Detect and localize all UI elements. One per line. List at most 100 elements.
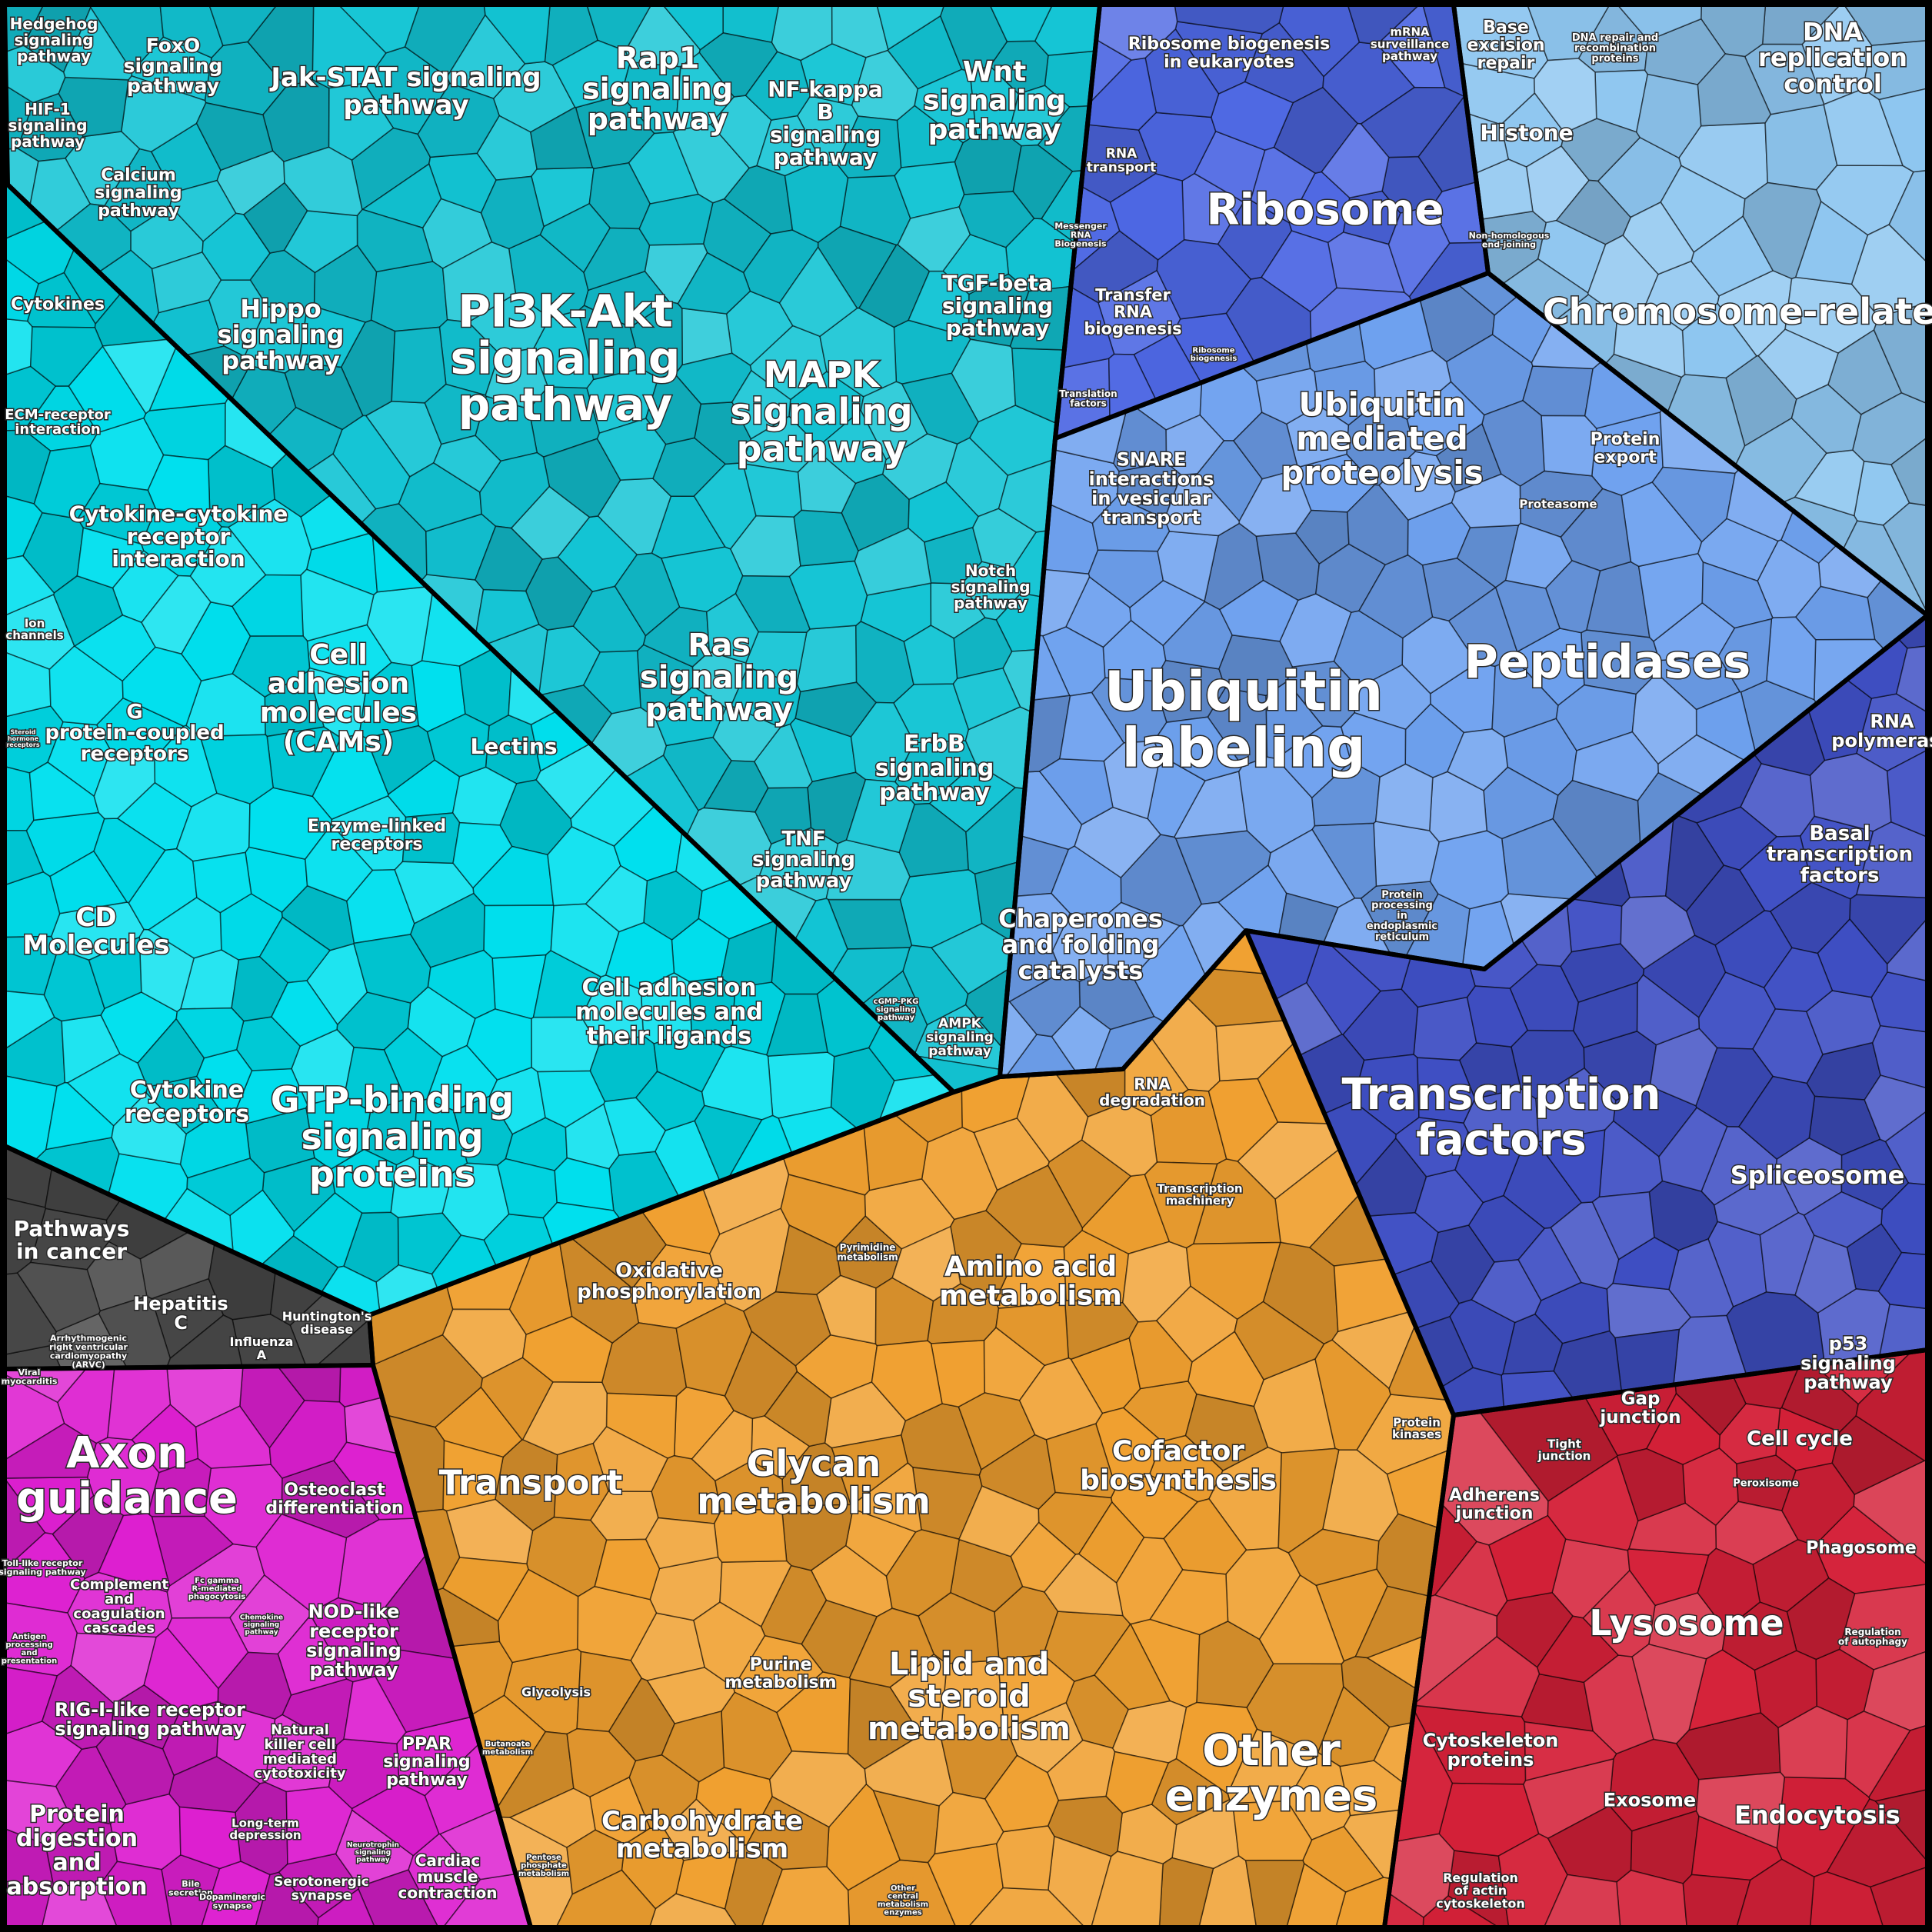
label-neurotrophin-signaling-pathway: Neurotrophin signaling pathway (347, 1842, 399, 1864)
cell-cell-surface-and-extracellular-minor-169 (766, 993, 828, 1057)
cell-cell-surface-and-extracellular-minor-164 (412, 1098, 468, 1174)
label-ion-channels: Ion channels (5, 616, 63, 642)
label-cytokine-receptors: Cytokine receptors (125, 1077, 249, 1128)
label-basal-transcription-factors: Basal transcription factors (1767, 822, 1913, 888)
cell-protein-processing-minor-106 (1374, 350, 1452, 420)
label-chromosome-related: Chromosome-related (1543, 291, 1932, 332)
cell-cell-surface-and-extracellular-minor-21 (483, 904, 555, 959)
cell-cellular-processes-minor-32 (1488, 1514, 1567, 1601)
cell-protein-processing-minor-122 (1219, 579, 1299, 642)
cell-metabolism-minor-194 (1128, 1320, 1193, 1390)
label-complement-and-coagulation-cascades: Complement and coagulation cascades (70, 1577, 168, 1637)
cell-transcription-minor-99 (1636, 974, 1700, 1046)
cell-transcription-minor-20 (1714, 1168, 1799, 1236)
label-oxidative-phosphorylation: Oxidative phosphorylation (577, 1259, 761, 1303)
label-protein-kinases: Protein kinases (1392, 1415, 1441, 1441)
cell-protein-processing-minor-105 (1153, 716, 1243, 781)
cell-cellular-processes-minor-49 (1754, 1650, 1817, 1728)
label-transcription-factors: Transcription factors (1341, 1070, 1661, 1165)
cell-signaling-minor-96 (819, 307, 898, 398)
label-ubiquitin-labeling: Ubiquitin labeling (1104, 660, 1383, 780)
label-cytokine-cytokine-receptor-interaction: Cytokine-cytokine receptor interaction (69, 501, 288, 571)
cell-metabolism-minor-201 (1045, 1423, 1117, 1499)
cell-metabolism-minor-164 (1105, 1750, 1169, 1814)
cell-signaling-minor-210 (952, 668, 1021, 731)
label-antigen-processing-and-presentation: Antigen processing and presentation (2, 1633, 57, 1666)
cell-transcription-minor-35 (1566, 898, 1623, 953)
label-osteoclast-differentiation: Osteoclast differentiation (265, 1481, 403, 1517)
label-cgmp-pkg-signaling-pathway: cGMP-PKG signaling pathway (874, 998, 919, 1022)
cell-genetic-information-minor-27 (1109, 173, 1185, 261)
cell-metabolism-minor-151 (1094, 1623, 1171, 1710)
label-influenza-a: Influenza A (230, 1334, 294, 1362)
label-protein-export: Protein export (1591, 430, 1661, 467)
label-bile-secretion: Bile secretion (168, 1879, 213, 1898)
cell-signaling-minor-221 (730, 666, 801, 728)
label-ubiquitin-mediated-proteolysis: Ubiquitin mediated proteolysis (1281, 386, 1483, 491)
cell-immune-and-tissue-minor-39 (41, 1664, 115, 1750)
label-regulation-of-actin-cytoskeleton: Regulation of actin cytoskeleton (1436, 1870, 1525, 1911)
label-wnt-signaling-pathway: Wnt signaling pathway (923, 56, 1066, 146)
label-serotonergic-synapse: Serotonergic synapse (274, 1874, 369, 1904)
cell-metabolism-minor-132 (996, 1825, 1055, 1891)
cell-signaling-minor-213 (433, 435, 501, 493)
label-other-enzymes: Other enzymes (1165, 1726, 1378, 1821)
group-border-metabolism (367, 928, 1456, 1930)
cell-signaling-minor-188 (578, 305, 642, 381)
cell-cellular-processes-minor-34 (1844, 1710, 1911, 1798)
label-non-homologous-end-joining: Non-homologous end-joining (1469, 231, 1550, 250)
cell-immune-and-tissue-minor-53 (147, 1457, 212, 1517)
label-cell-adhesion-molecules-and-their-ligands: Cell adhesion molecules and their ligands (575, 974, 763, 1050)
cell-protein-processing-minor-126 (1165, 414, 1224, 476)
label-carbohydrate-metabolism: Carbohydrate metabolism (601, 1806, 803, 1864)
label-nod-like-receptor-signaling-pathway: NOD-like receptor signaling pathway (306, 1601, 401, 1681)
cell-metabolism-minor-183 (831, 1434, 908, 1506)
cell-signaling-minor-222 (677, 251, 751, 315)
cell-metabolism-minor-127 (521, 1316, 613, 1383)
label-peptidases: Peptidases (1464, 635, 1750, 689)
cell-immune-and-tissue-minor-33 (131, 1404, 199, 1474)
cell-metabolism-minor-185 (1010, 1521, 1077, 1593)
label-toll-like-receptor-signaling-pathway: Toll-like receptor signaling pathway (0, 1558, 86, 1577)
cell-metabolism-minor-168 (693, 1601, 766, 1688)
cell-cellular-processes-minor-54 (1695, 1771, 1785, 1849)
cell-cell-surface-and-extracellular-minor-155 (93, 749, 156, 820)
cell-protein-processing-minor-85 (1481, 400, 1545, 487)
cell-cell-surface-and-extracellular-minor-160 (653, 1030, 726, 1093)
cell-immune-and-tissue-minor-43 (343, 1675, 407, 1744)
label-enzyme-linked-receptors: Enzyme-linked receptors (308, 817, 446, 854)
cell-protein-processing-minor-137 (1286, 661, 1359, 728)
cell-signaling-minor-179 (654, 685, 727, 747)
cell-transcription-minor-91 (1763, 947, 1834, 1012)
cell-cell-surface-and-extracellular-minor-125 (305, 824, 374, 902)
cell-protein-processing-minor-124 (1451, 473, 1521, 528)
label-phagosome: Phagosome (1806, 1539, 1917, 1558)
cell-signaling-minor-139 (854, 527, 932, 596)
cell-cell-surface-and-extracellular-minor-153 (426, 713, 490, 778)
label-ampk-signaling-pathway: AMPK signaling pathway (926, 1016, 994, 1059)
label-protein-processing-in-endoplasmic-reticulum: Protein processing in endoplasmic reticulum (1367, 889, 1437, 943)
cell-dna-minor-32 (1742, 182, 1822, 280)
cell-protein-processing-minor-120 (1347, 484, 1409, 566)
label-hippo-signaling-pathway: Hippo signaling pathway (218, 295, 345, 375)
cell-protein-processing-minor-18 (1541, 415, 1597, 477)
cell-cellular-processes-minor-33 (1524, 1721, 1617, 1781)
cell-metabolism-minor-162 (1175, 1701, 1257, 1794)
label-mapk-signaling-pathway: MAPK signaling pathway (730, 354, 912, 470)
cell-cellular-processes-minor-43 (1781, 1462, 1855, 1546)
cell-signaling-minor-168 (596, 418, 667, 481)
label-hepatitis-c: Hepatitis C (133, 1293, 228, 1334)
label-dna-repair-and-recombination-proteins: DNA repair and recombination proteins (1572, 32, 1658, 65)
cell-signaling-minor-169 (298, 305, 366, 368)
label-jak-stat-signaling-pathway: Jak-STAT signaling pathway (269, 62, 541, 121)
label-steroid-hormone-receptors: Steroid hormone receptors (6, 728, 40, 748)
cell-metabolism-minor-181 (848, 1607, 934, 1688)
label-transport: Transport (439, 1463, 623, 1502)
label-axon-guidance: Axon guidance (16, 1428, 238, 1524)
cell-metabolism-minor-136 (1081, 1101, 1158, 1177)
label-cardiac-muscle-contraction: Cardiac muscle contraction (398, 1851, 497, 1902)
cell-signaling-minor-218 (475, 525, 543, 592)
cell-signaling-minor-137 (778, 246, 858, 338)
cell-cell-surface-and-extracellular-minor-172 (271, 980, 338, 1047)
